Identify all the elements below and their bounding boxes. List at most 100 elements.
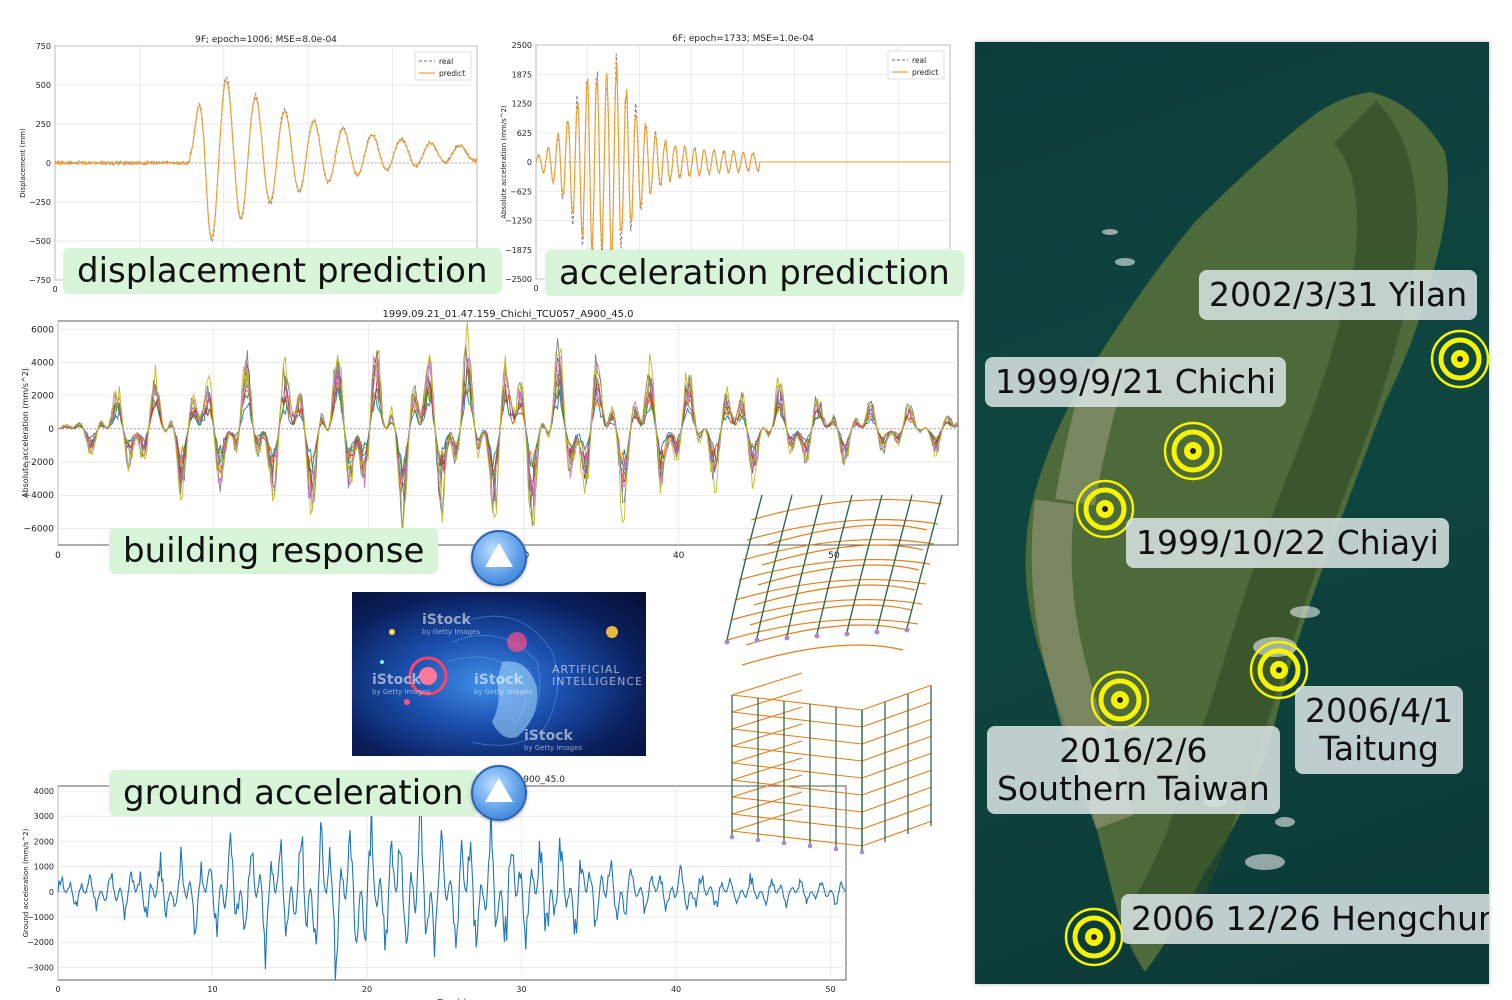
frame-column [876, 494, 913, 631]
frame-beam [731, 745, 863, 762]
legend-entry: real [912, 56, 926, 65]
x-tick-label: 0 [52, 285, 57, 294]
displacement-prediction-label: displacement prediction [63, 248, 502, 294]
column-base [844, 631, 850, 637]
y-tick-label: 0 [527, 158, 532, 167]
frame-beam [731, 757, 803, 781]
frame-column [816, 494, 853, 635]
frame-beam [726, 618, 919, 641]
frame-beam [861, 752, 933, 779]
series-line [57, 338, 959, 537]
frame-beam [757, 564, 920, 586]
frame-beam [861, 718, 933, 745]
marker-outer-ring [1163, 421, 1223, 481]
frame-beam [861, 803, 933, 830]
column-base [874, 629, 880, 635]
series-line [57, 794, 847, 981]
frame-beam [746, 518, 939, 541]
marker-center [1091, 934, 1097, 940]
x-tick-label: 50 [828, 551, 840, 561]
marker-outer-ring [1075, 479, 1135, 539]
frame-beam [731, 762, 863, 779]
frame-column [756, 494, 793, 639]
marker-mid-ring [1438, 337, 1482, 381]
building-response-label: building response [109, 528, 439, 574]
marker-center [1276, 667, 1282, 673]
legend-box [887, 50, 945, 80]
y-tick-label: −2000 [27, 938, 54, 947]
marker-outer-ring [1249, 640, 1309, 700]
up-arrow-icon [471, 530, 527, 586]
frame-beam [761, 544, 924, 566]
frame-beam [742, 538, 935, 561]
frame-beam [750, 498, 943, 521]
y-tick-label: 0 [49, 888, 54, 897]
ai-image-text: ARTIFICIAL INTELLIGENCE [552, 663, 643, 688]
y-tick-label: −500 [29, 237, 51, 246]
series-line [57, 320, 959, 538]
marker-center [1117, 697, 1123, 703]
marker-center [1190, 448, 1196, 454]
red-ring-icon [408, 656, 448, 696]
y-axis-label: Absolute acceleration (mm/s^2) [21, 368, 30, 498]
column-base [807, 843, 813, 849]
x-tick-label: 40 [673, 551, 685, 561]
frame-beam [749, 604, 912, 626]
marker-mid-ring [1083, 487, 1127, 531]
column-base [833, 846, 839, 852]
plot-area [57, 320, 959, 546]
x-tick-label: 40 [671, 985, 681, 994]
frame-beam [861, 820, 933, 847]
frame-beam [731, 711, 863, 728]
epicenter-marker-icon [1064, 907, 1124, 967]
y-axis-label: Displacement (mm) [19, 128, 27, 198]
y-tick-label: 6000 [31, 325, 54, 335]
y-tick-label: 750 [36, 42, 51, 51]
y-tick-label: −1875 [505, 246, 532, 255]
marker-mid-ring [1171, 429, 1215, 473]
frame-beam [753, 584, 916, 606]
event-label-yilan: 2002/3/31 Yilan [1199, 270, 1478, 320]
frame-beam [765, 524, 928, 546]
frame-beam [861, 701, 933, 728]
frame-beam [731, 694, 863, 711]
event-label-chichi: 1999/9/21 Chichi [985, 357, 1287, 407]
y-tick-label: 4000 [31, 358, 54, 368]
epicenter-marker-icon [1163, 421, 1223, 481]
marker-mid-ring [1098, 678, 1142, 722]
frame-beam [731, 740, 803, 764]
y-tick-label: 1250 [512, 100, 532, 109]
epicenter-marker-icon [1430, 329, 1489, 389]
taiwan-map: 2002/3/31 Yilan 1999/9/21 Chichi 1999/10… [975, 42, 1489, 984]
y-tick-label: −750 [29, 276, 51, 285]
column-base [754, 637, 760, 643]
undeformed-building-frame-icon [729, 672, 933, 855]
artificial-intelligence-image: iStock by Getty Images iStock by Getty Ima… [352, 592, 646, 756]
y-tick-label: 500 [36, 81, 51, 90]
y-tick-label: −2000 [24, 458, 55, 468]
y-tick-label: −3000 [27, 963, 54, 972]
y-tick-label: 625 [517, 129, 532, 138]
frame-beam [861, 786, 933, 813]
y-tick-label: 2500 [512, 41, 532, 50]
ground-acceleration-label: ground acceleration [109, 770, 478, 816]
y-tick-label: 4000 [34, 787, 54, 796]
frame-column [786, 494, 823, 637]
event-label-southern-taiwan: 2016/2/6 Southern Taiwan [987, 726, 1280, 814]
marker-outer-ring [1430, 329, 1489, 389]
legend-box [414, 51, 472, 81]
event-label-chiayi: 1999/10/22 Chiayi [1126, 518, 1449, 568]
deformed-building-frame-icon [724, 494, 943, 666]
frame-beam [731, 830, 863, 847]
frame-column [906, 494, 943, 629]
frame-beam [731, 791, 803, 815]
y-tick-label: −2500 [505, 275, 532, 284]
event-label-taitung: 2006/4/1 Taitung [1295, 686, 1464, 774]
y-tick-label: 1875 [512, 70, 532, 79]
x-tick-label: 0 [533, 284, 538, 293]
y-tick-label: 1000 [34, 863, 54, 872]
frame-column [726, 494, 763, 641]
chart-title: 9F; epoch=1006; MSE=8.0e-04 [195, 35, 337, 45]
frame-beam [731, 723, 803, 747]
frame-beam [731, 813, 863, 830]
